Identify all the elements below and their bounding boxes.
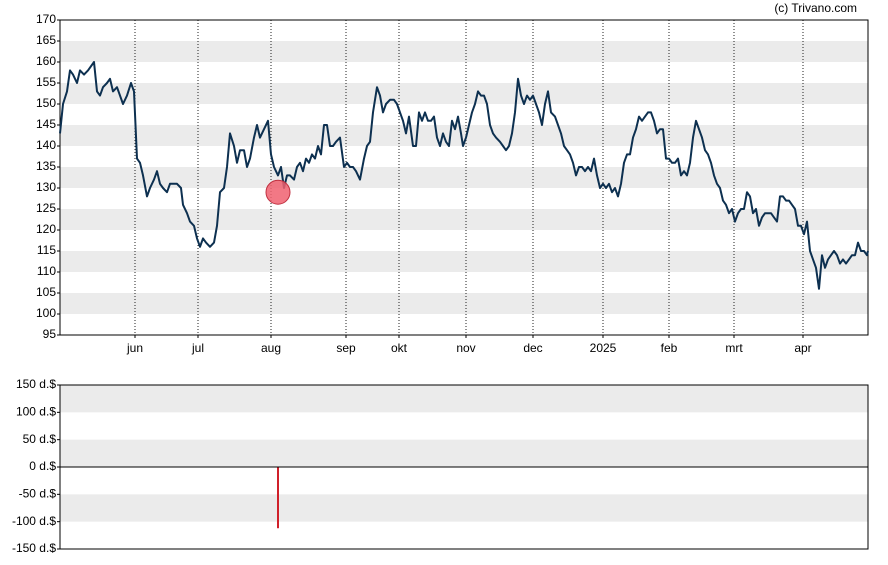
x-tick-label: jun — [126, 341, 143, 355]
event-marker — [265, 179, 291, 205]
y-tick-label: -100 d.$ — [12, 514, 56, 528]
y-tick-label: 100 d.$ — [16, 405, 56, 419]
y-tick-label: 100 — [36, 306, 56, 320]
x-tick-label: apr — [794, 341, 811, 355]
y-tick-label: 125 — [36, 201, 56, 215]
y-tick-label: 120 — [36, 222, 56, 236]
y-tick-label: 105 — [36, 285, 56, 299]
y-tick-label: 110 — [37, 264, 56, 278]
y-tick-label: 145 — [36, 117, 56, 131]
x-tick-label: aug — [261, 341, 281, 355]
grid-band — [60, 385, 868, 413]
grid-band — [60, 125, 868, 146]
grid-band — [60, 293, 868, 314]
price-line — [59, 61, 869, 290]
y-tick-label: 155 — [36, 75, 56, 89]
grid-band — [60, 251, 868, 272]
y-tick-label: 140 — [36, 138, 56, 152]
y-tick-label: 165 — [36, 33, 56, 47]
y-tick-label: -50 d.$ — [19, 487, 57, 501]
x-tick-label: feb — [661, 341, 678, 355]
y-tick-label: 115 — [37, 243, 56, 257]
grid-band — [60, 41, 868, 62]
grid-band — [60, 209, 868, 230]
x-tick-label: okt — [391, 341, 408, 355]
plot-frame — [59, 19, 869, 336]
x-tick-label: dec — [523, 341, 542, 355]
y-tick-label: 135 — [36, 159, 56, 173]
y-tick-label: 160 — [36, 54, 56, 68]
grid-band — [60, 167, 868, 188]
y-tick-label: 95 — [43, 327, 57, 341]
y-tick-label: 150 — [36, 96, 56, 110]
y-tick-label: 150 d.$ — [16, 377, 56, 391]
grid-band — [60, 494, 868, 522]
y-tick-label: 50 d.$ — [23, 432, 57, 446]
y-tick-label: 170 — [36, 12, 56, 26]
source: (c) Trivano.com — [774, 1, 857, 15]
grid-band — [60, 439, 868, 467]
x-tick-label: 2025 — [590, 341, 617, 355]
x-tick-label: mrt — [725, 341, 743, 355]
x-tick-label: jul — [191, 341, 204, 355]
y-tick-label: -150 d.$ — [12, 541, 56, 555]
y-tick-label: 130 — [36, 180, 56, 194]
y-tick-label: 0 d.$ — [29, 459, 56, 473]
x-tick-label: nov — [456, 341, 475, 355]
x-tick-label: sep — [336, 341, 356, 355]
grid-band — [60, 83, 868, 104]
